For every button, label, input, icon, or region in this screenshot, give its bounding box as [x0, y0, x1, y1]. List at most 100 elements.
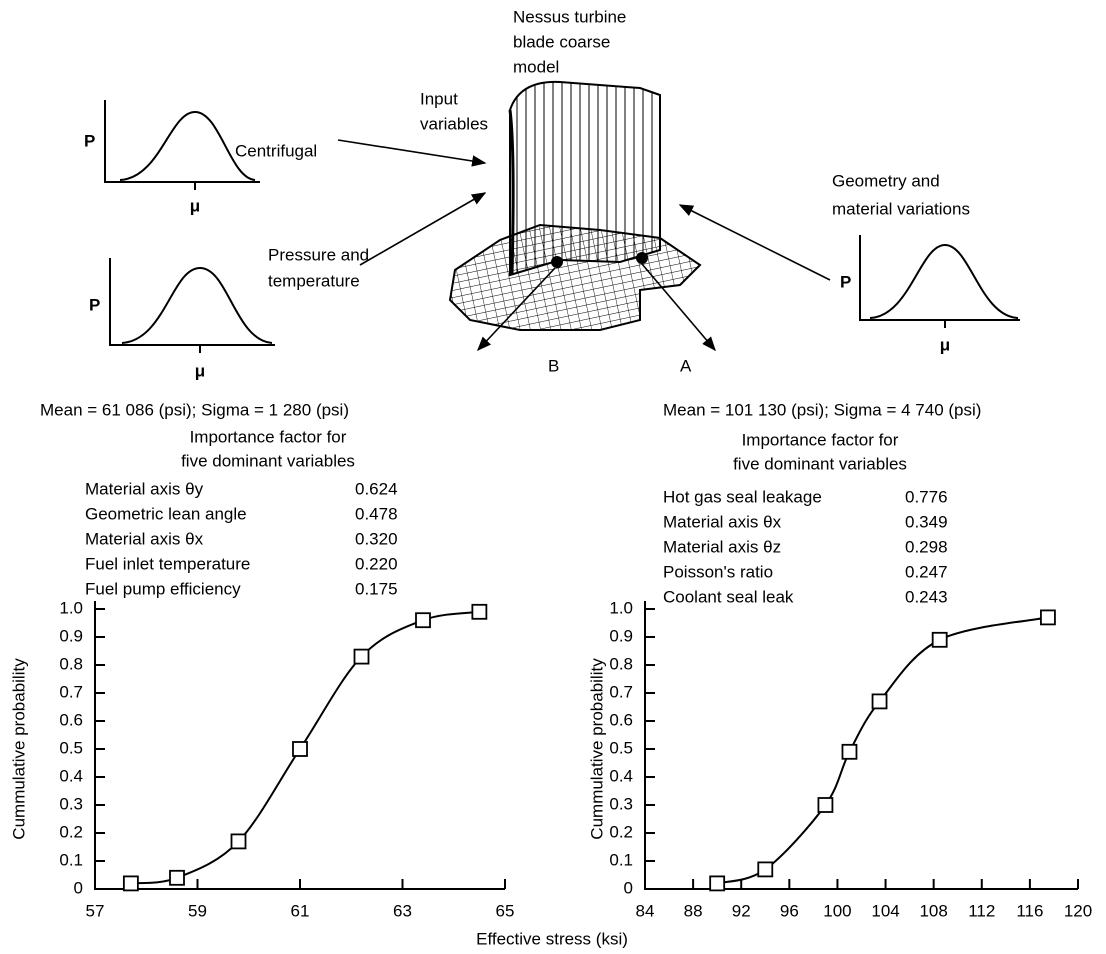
axes: [645, 601, 1078, 889]
point-label: A: [680, 356, 692, 375]
variable-name: Geometric lean angle: [85, 504, 247, 523]
data-point: [933, 633, 947, 647]
x-tick-label: 59: [188, 901, 207, 920]
y-tick-label: 0.7: [59, 682, 83, 701]
point-label: B: [548, 356, 559, 375]
data-point: [232, 834, 246, 848]
mu-label: μ: [940, 335, 950, 354]
model-label: blade coarse: [513, 32, 610, 51]
data-point: [818, 798, 832, 812]
data-point: [1041, 610, 1055, 624]
importance-factor: 0.320: [355, 529, 398, 548]
data-point: [842, 745, 856, 759]
variable-name: Hot gas seal leakage: [663, 487, 822, 506]
y-tick-label: 0.1: [609, 850, 633, 869]
y-tick-label: 0.3: [609, 794, 633, 813]
x-tick-label: 92: [732, 901, 751, 920]
variable-name: Fuel inlet temperature: [85, 554, 250, 573]
importance-factor: 0.349: [905, 512, 948, 531]
y-tick-label: 0.3: [59, 794, 83, 813]
model-label: Nessus turbine: [513, 7, 626, 26]
mu-label: μ: [195, 361, 205, 380]
importance-factor: 0.478: [355, 504, 398, 523]
data-point: [416, 613, 430, 627]
p-label: P: [84, 131, 95, 150]
y-tick-label: 0.9: [59, 626, 83, 645]
y-tick-label: 0.7: [609, 682, 633, 701]
y-tick-label: 0.8: [609, 654, 633, 673]
y-tick-label: 0: [74, 878, 83, 897]
x-tick-label: 108: [919, 901, 947, 920]
table-title: Importance factor for: [742, 430, 899, 449]
table-title: Importance factor for: [190, 427, 347, 446]
table-title: five dominant variables: [181, 451, 355, 470]
y-tick-label: 0: [624, 878, 633, 897]
subtitle: Mean = 61 086 (psi); Sigma = 1 280 (psi): [40, 400, 349, 419]
data-point: [293, 742, 307, 756]
pressure-label: Pressure and: [268, 245, 369, 264]
p-label: P: [840, 272, 851, 291]
data-point: [124, 876, 138, 890]
importance-factor: 0.220: [355, 554, 398, 573]
data-point: [710, 876, 724, 890]
x-tick-label: 57: [86, 901, 105, 920]
variable-name: Material axis θx: [663, 512, 782, 531]
y-tick-label: 0.5: [59, 738, 83, 757]
data-point: [758, 862, 772, 876]
geometry-label: Geometry and: [832, 171, 940, 190]
variable-name: Fuel pump efficiency: [85, 579, 241, 598]
y-tick-label: 0.8: [59, 654, 83, 673]
y-tick-label: 0.2: [59, 822, 83, 841]
mu-label: μ: [190, 196, 200, 215]
variable-name: Material axis θy: [85, 479, 204, 498]
y-tick-label: 0.4: [59, 766, 83, 785]
variable-name: Poisson's ratio: [663, 562, 773, 581]
x-tick-label: 112: [968, 901, 995, 920]
variable-name: Material axis θx: [85, 529, 204, 548]
importance-factor: 0.243: [905, 587, 948, 606]
y-axis-label: Cummulative probability: [9, 658, 28, 840]
importance-factor: 0.776: [905, 487, 948, 506]
pressure-label: temperature: [268, 271, 360, 290]
y-tick-label: 0.6: [609, 710, 633, 729]
y-axis-label: Cummulative probability: [587, 658, 606, 840]
y-tick-label: 0.4: [609, 766, 633, 785]
y-tick-label: 0.1: [59, 850, 83, 869]
x-tick-label: 100: [823, 901, 851, 920]
y-tick-label: 1.0: [609, 598, 633, 617]
x-axis-label: Effective stress (ksi): [476, 929, 628, 948]
importance-factor: 0.247: [905, 562, 948, 581]
table-title: five dominant variables: [733, 454, 907, 473]
data-point: [355, 650, 369, 664]
variable-name: Material axis θz: [663, 537, 781, 556]
cdf-curve: [717, 617, 1048, 883]
y-tick-label: 1.0: [59, 598, 83, 617]
x-tick-label: 84: [636, 901, 655, 920]
p-label: P: [89, 295, 100, 314]
importance-factor: 0.298: [905, 537, 948, 556]
y-tick-label: 0.2: [609, 822, 633, 841]
data-point: [170, 871, 184, 885]
x-tick-label: 88: [684, 901, 703, 920]
importance-factor: 0.624: [355, 479, 398, 498]
x-tick-label: 96: [780, 901, 799, 920]
input-label: Input: [420, 89, 458, 108]
input-label: variables: [420, 114, 488, 133]
x-tick-label: 61: [291, 901, 310, 920]
figure: Nessus turbine blade coarse model Input …: [0, 0, 1106, 954]
subtitle: Mean = 101 130 (psi); Sigma = 4 740 (psi…: [663, 400, 981, 419]
centrifugal-label: Centrifugal: [235, 141, 317, 160]
y-tick-label: 0.5: [609, 738, 633, 757]
x-tick-label: 63: [393, 901, 412, 920]
model-label: model: [513, 57, 559, 76]
y-tick-label: 0.9: [609, 626, 633, 645]
x-tick-label: 120: [1064, 901, 1092, 920]
importance-factor: 0.175: [355, 579, 398, 598]
x-tick-label: 65: [496, 901, 515, 920]
data-point: [472, 605, 486, 619]
x-tick-label: 104: [871, 901, 899, 920]
x-tick-label: 116: [1016, 901, 1043, 920]
y-tick-label: 0.6: [59, 710, 83, 729]
data-point: [873, 694, 887, 708]
geometry-label: material variations: [832, 199, 970, 218]
